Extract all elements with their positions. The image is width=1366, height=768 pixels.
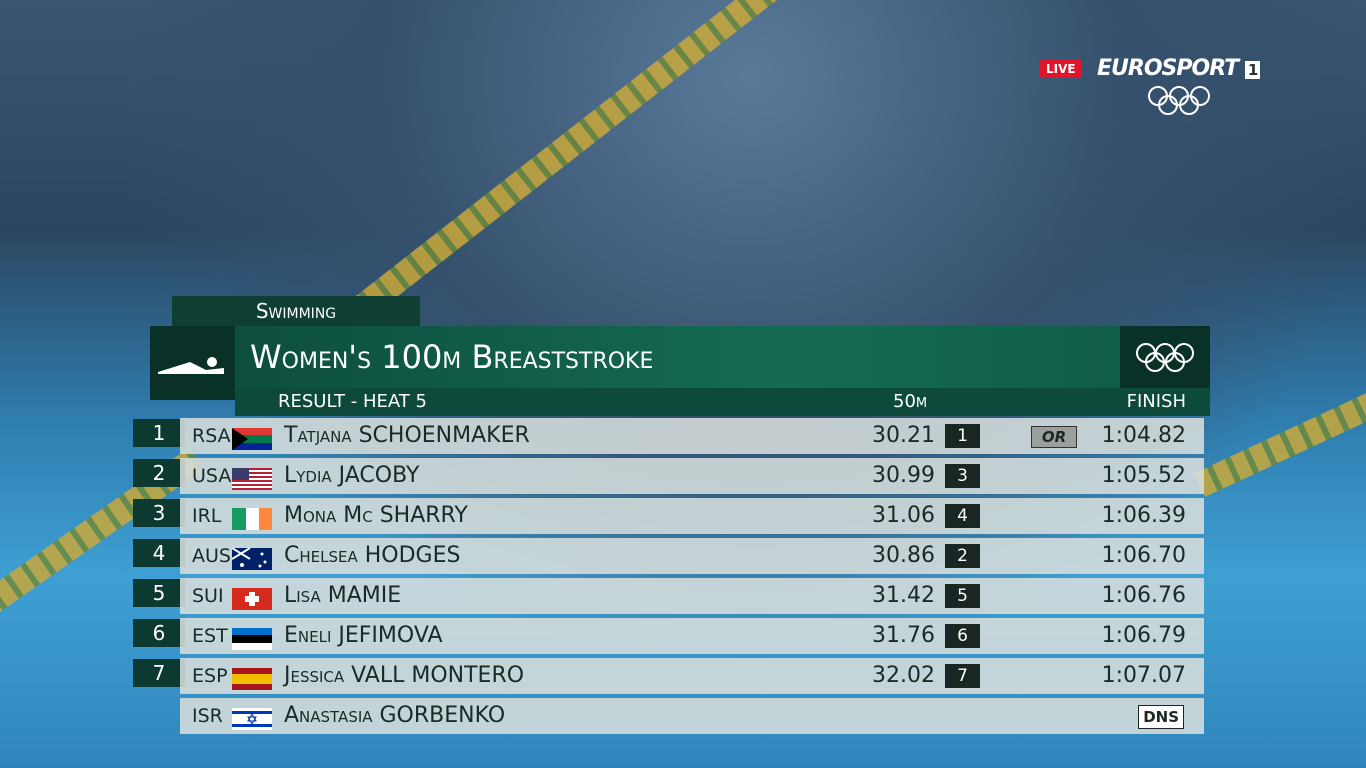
split-rank: 7 [945, 664, 980, 688]
rank: 4 [133, 539, 185, 567]
rank: 7 [133, 659, 185, 687]
rank: 3 [133, 499, 185, 527]
split-rank: 4 [945, 504, 980, 528]
status-badge: DNS [1138, 705, 1184, 729]
finish-time: 1:04.82 [1101, 423, 1186, 448]
athlete-name: Chelsea HODGES [284, 543, 461, 568]
split-time: 31.06 [872, 503, 935, 528]
split-header: 50m [893, 391, 928, 412]
result-row: IRL Mona Mc SHARRY 31.06 4 1:06.39 [180, 498, 1204, 534]
flag [232, 586, 272, 610]
country-code: IRL [192, 505, 222, 527]
lane-rope [1193, 388, 1366, 498]
subtitle: RESULT - HEAT 5 [278, 391, 427, 412]
athlete-name: Anastasia GORBENKO [284, 703, 506, 728]
finish-time: 1:05.52 [1101, 463, 1186, 488]
split-rank: 1 [945, 424, 980, 448]
split-rank: 5 [945, 584, 980, 608]
athlete-name: Tatjana SCHOENMAKER [284, 423, 530, 448]
live-badge: LIVE [1040, 60, 1082, 78]
athlete-name: Jessica VALL MONTERO [284, 663, 525, 688]
country-code: ESP [192, 665, 228, 687]
split-time: 30.99 [872, 463, 935, 488]
swim-icon [150, 326, 235, 400]
finish-time: 1:06.39 [1101, 503, 1186, 528]
channel-number: 1 [1244, 61, 1261, 79]
event-title: Women's 100m Breaststroke [250, 338, 654, 376]
split-rank: 3 [945, 464, 980, 488]
result-row: ISR Anastasia GORBENKO DNS [180, 698, 1204, 734]
flag [232, 466, 272, 490]
finish-time: 1:06.76 [1101, 583, 1186, 608]
split-time: 31.76 [872, 623, 935, 648]
country-code: EST [192, 625, 228, 647]
split-rank: 2 [945, 544, 980, 568]
finish-header: FINISH [1126, 391, 1186, 412]
split-rank: 6 [945, 624, 980, 648]
rank: 1 [133, 419, 185, 447]
country-code: SUI [192, 585, 224, 607]
finish-time: 1:07.07 [1101, 663, 1186, 688]
flag [232, 626, 272, 650]
olympic-rings [1148, 86, 1210, 115]
title-bar [150, 326, 1210, 388]
channel-name: EUROSPORT [1097, 56, 1239, 81]
country-code: ISR [192, 705, 223, 727]
sport-tab: Swimming [172, 296, 420, 326]
rank: 6 [133, 619, 185, 647]
athlete-name: Eneli JEFIMOVA [284, 623, 443, 648]
result-row: SUI Lisa MAMIE 31.42 5 1:06.76 [180, 578, 1204, 614]
country-code: AUS [192, 545, 231, 567]
finish-time: 1:06.79 [1101, 623, 1186, 648]
athlete-name: Lisa MAMIE [284, 583, 402, 608]
result-row: AUS Chelsea HODGES 30.86 2 1:06.70 [180, 538, 1204, 574]
subheader: RESULT - HEAT 5 50m FINISH [235, 388, 1210, 416]
country-code: RSA [192, 425, 231, 447]
rank: 5 [133, 579, 185, 607]
athlete-name: Mona Mc SHARRY [284, 503, 468, 528]
split-time: 32.02 [872, 663, 935, 688]
record-badge: OR [1031, 426, 1077, 448]
country-code: USA [192, 465, 232, 487]
athlete-name: Lydia JACOBY [284, 463, 420, 488]
split-time: 30.86 [872, 543, 935, 568]
rank: 2 [133, 459, 185, 487]
finish-time: 1:06.70 [1101, 543, 1186, 568]
flag [232, 666, 272, 690]
flag [232, 706, 272, 730]
result-row: USA Lydia JACOBY 30.99 3 1:05.52 [180, 458, 1204, 494]
flag [232, 426, 272, 450]
flag [232, 506, 272, 530]
channel-logo: EUROSPORT 1 [1097, 56, 1261, 81]
split-time: 30.21 [872, 423, 935, 448]
result-row: EST Eneli JEFIMOVA 31.76 6 1:06.79 [180, 618, 1204, 654]
olympic-rings [1120, 326, 1210, 388]
flag [231, 546, 272, 570]
result-row: ESP Jessica VALL MONTERO 32.02 7 1:07.07 [180, 658, 1204, 694]
lane-rope [331, 0, 789, 336]
result-row: RSA Tatjana SCHOENMAKER 30.21 1 OR 1:04.82 [180, 418, 1204, 454]
split-time: 31.42 [872, 583, 935, 608]
